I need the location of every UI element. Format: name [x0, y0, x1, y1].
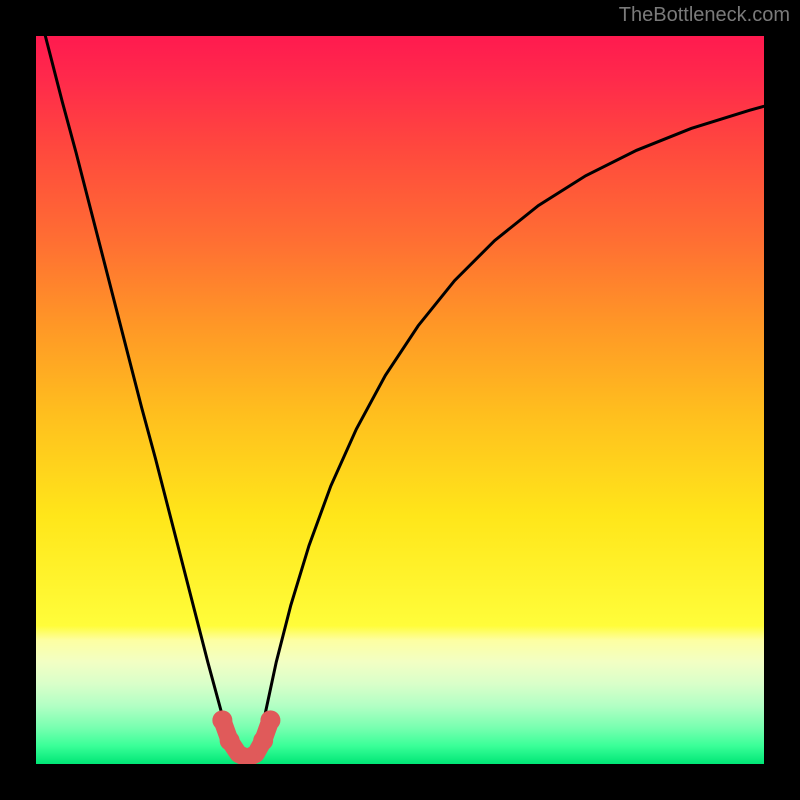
- dip-marker-dot: [260, 710, 280, 730]
- chart-background: [36, 36, 764, 764]
- dip-marker-dot: [253, 731, 273, 751]
- dip-marker-dot: [212, 710, 232, 730]
- plot-area: [36, 36, 764, 764]
- watermark-text: TheBottleneck.com: [619, 4, 790, 27]
- dip-marker-dot: [220, 731, 240, 751]
- bottleneck-chart-svg: [36, 36, 764, 764]
